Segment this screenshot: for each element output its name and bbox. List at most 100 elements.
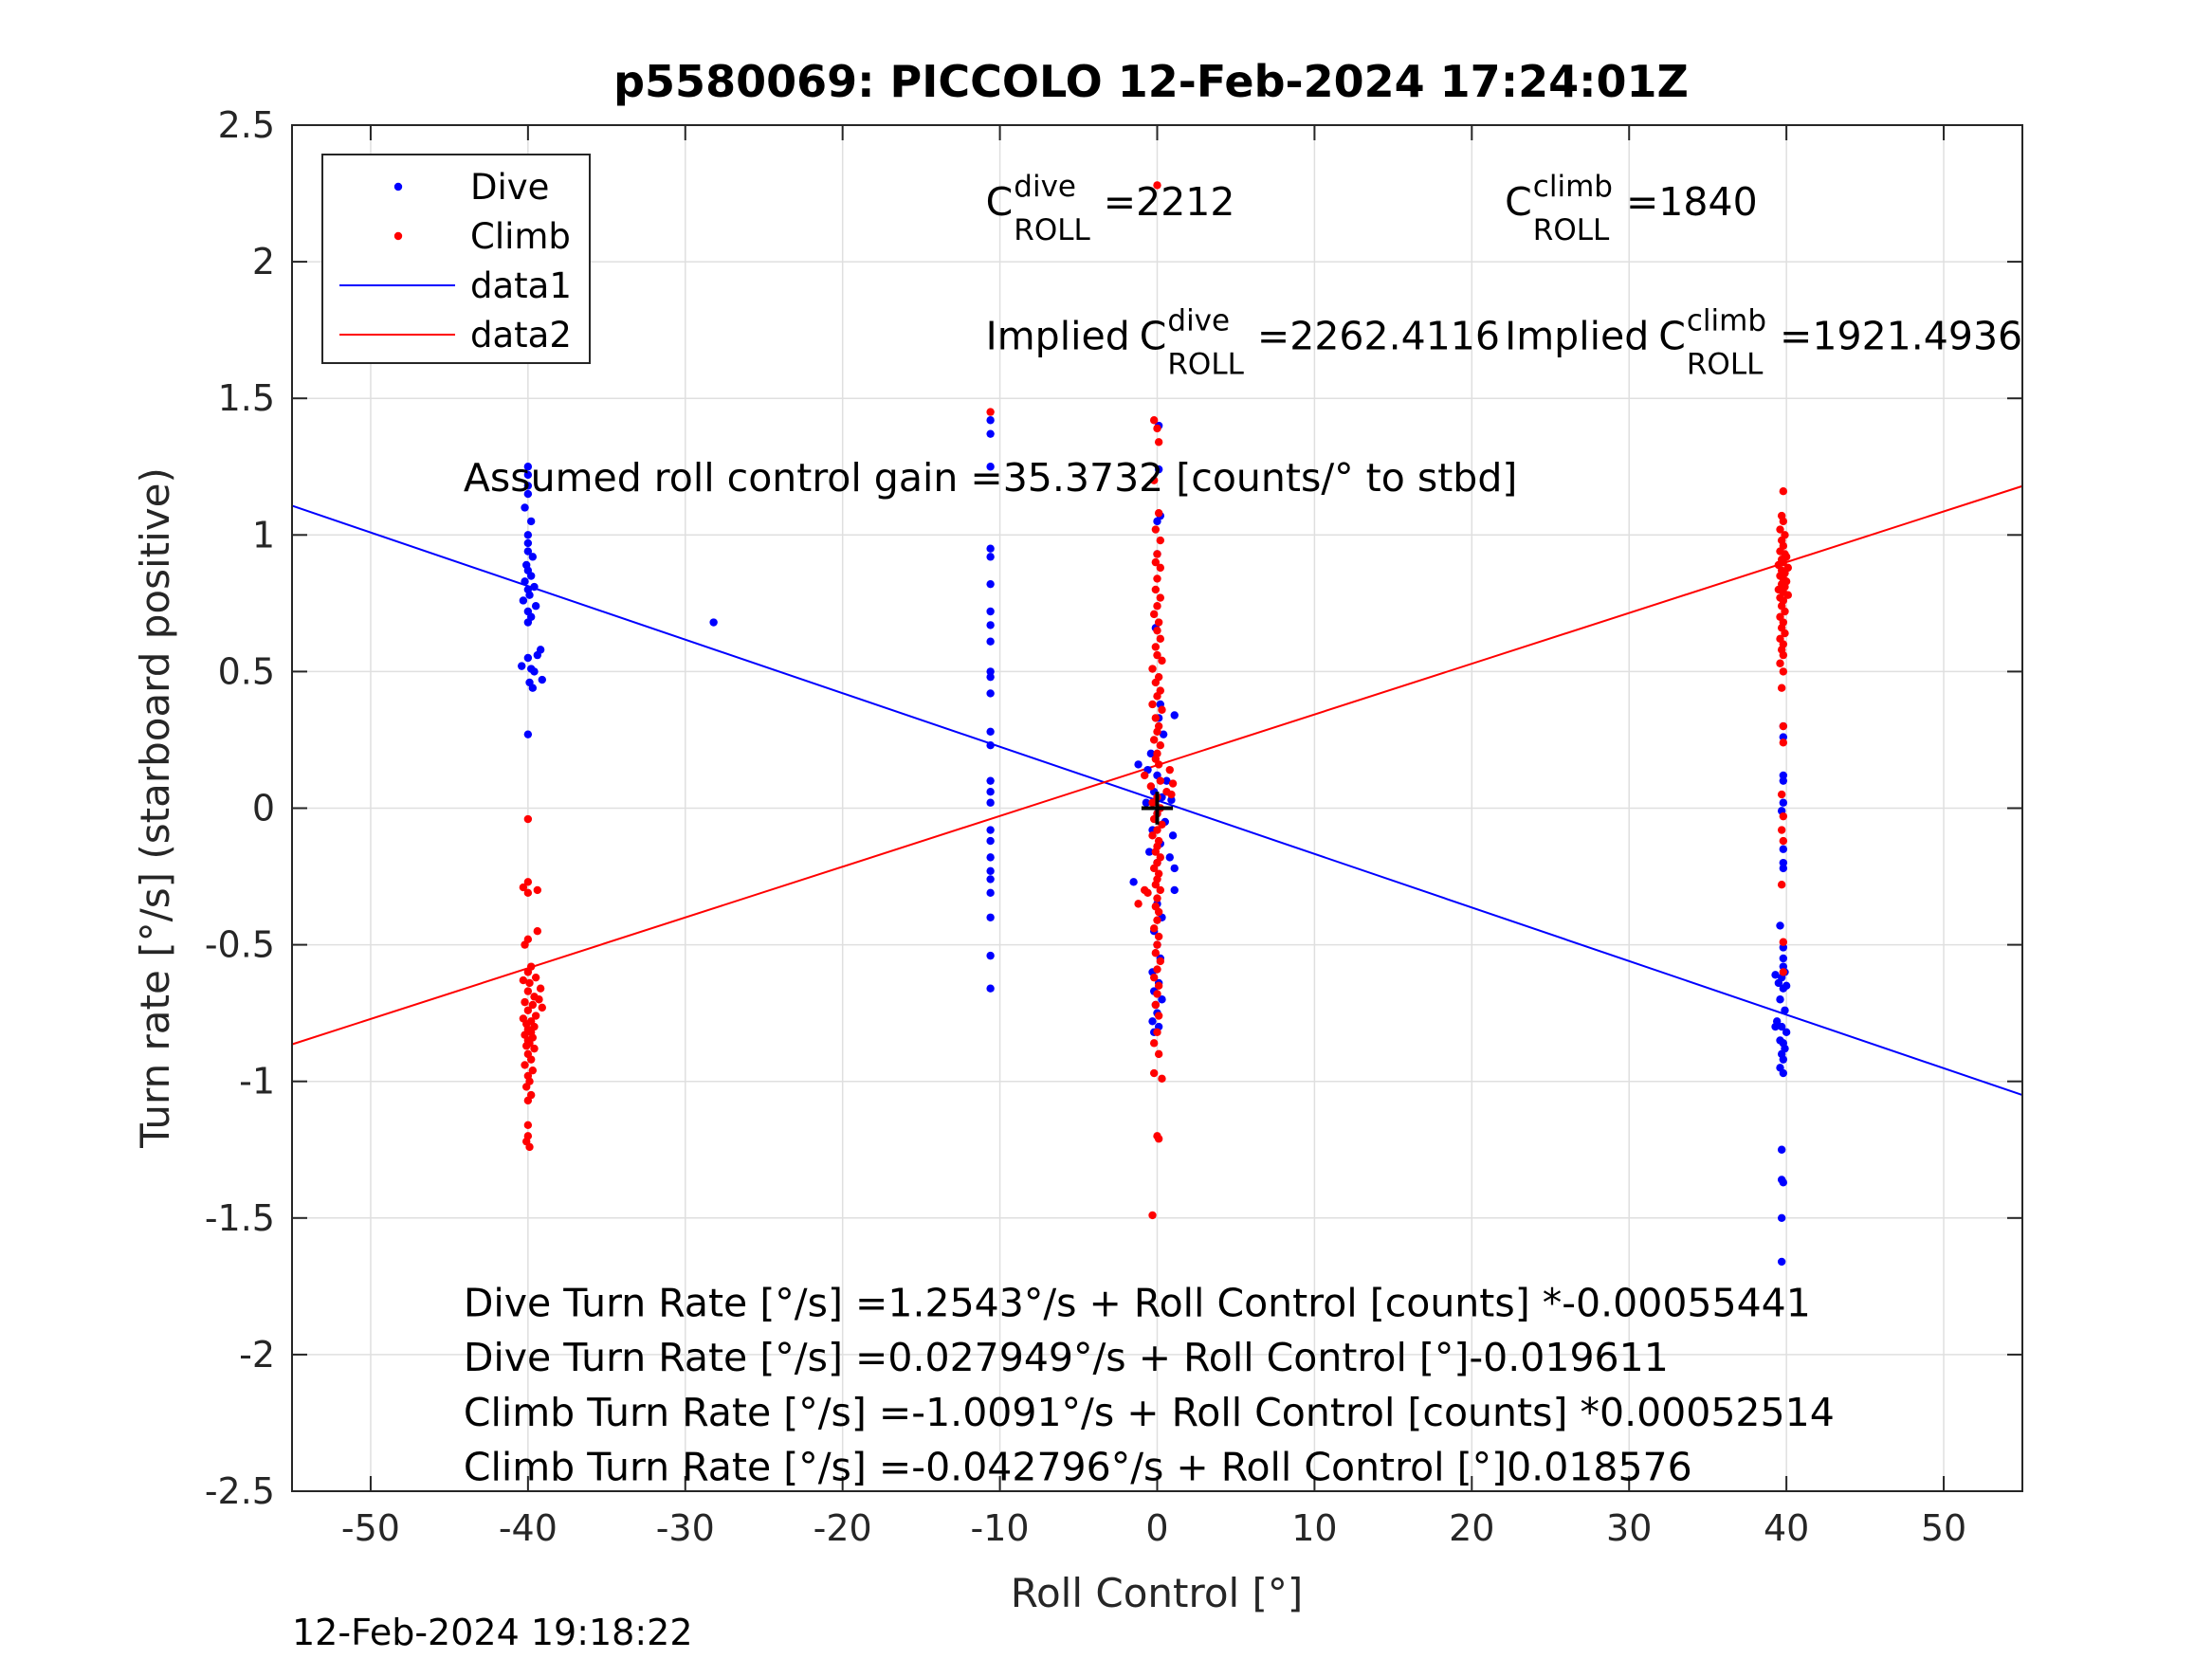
- climb-point: [1149, 1068, 1159, 1078]
- climb-point: [1148, 1211, 1157, 1220]
- y-tick-label: 1: [252, 514, 275, 556]
- annotation-base: C: [1505, 179, 1532, 225]
- dive-point: [1154, 465, 1163, 474]
- climb-point: [522, 1083, 531, 1091]
- dive-point: [1779, 943, 1788, 952]
- y-tick-label: 0: [252, 788, 275, 830]
- climb-point: [1776, 659, 1784, 667]
- dive-point: [986, 429, 995, 438]
- x-tick-label: 10: [1291, 1507, 1337, 1549]
- legend-label: data2: [470, 315, 572, 356]
- climb-point: [1153, 916, 1161, 924]
- data-points: [518, 181, 1792, 1267]
- dive-point: [1777, 1022, 1786, 1031]
- dive-point: [1776, 921, 1784, 930]
- climb-point: [1148, 665, 1157, 673]
- climb-point: [1149, 476, 1159, 484]
- climb-point: [1151, 585, 1161, 594]
- legend-label: Dive: [470, 167, 549, 208]
- x-tick-label: 0: [1145, 1507, 1168, 1549]
- climb-point: [523, 968, 533, 976]
- dive-point: [986, 553, 995, 561]
- climb-point: [1156, 957, 1165, 966]
- climb-point: [1154, 618, 1163, 627]
- dive-point: [1782, 981, 1791, 991]
- climb-point: [1151, 949, 1161, 957]
- annotation-sub: ROLL: [1167, 347, 1244, 381]
- dive-point: [1145, 848, 1154, 856]
- x-tick-label: -10: [971, 1507, 1030, 1549]
- legend-box: [321, 154, 591, 364]
- dive-point: [1779, 771, 1788, 780]
- climb-point: [1153, 424, 1161, 433]
- y-axis-label: Turn rate [°/s] (starboard positive): [132, 467, 178, 1149]
- climb-point: [1153, 1028, 1161, 1037]
- dive-point: [1153, 517, 1161, 526]
- climb-point: [1779, 517, 1788, 526]
- dive-point: [523, 489, 533, 499]
- climb-point: [1781, 629, 1789, 638]
- climb-point: [523, 1096, 533, 1105]
- climb-point: [1154, 981, 1163, 991]
- climb-point: [1779, 721, 1788, 731]
- y-tick-label: -2.5: [205, 1470, 275, 1512]
- dive-point: [1158, 995, 1166, 1004]
- climb-point: [1156, 634, 1165, 644]
- annotation-value: =1921.4936: [1780, 313, 2022, 358]
- climb-point: [531, 1012, 540, 1020]
- climb-point: [521, 940, 529, 949]
- dive-point: [986, 826, 995, 834]
- climb-point: [1143, 888, 1152, 898]
- dive-point: [528, 684, 538, 692]
- climb-point: [1149, 864, 1159, 873]
- text-eq-climb-counts: Climb Turn Rate [°/s] =-1.0091°/s + Roll…: [464, 1390, 1835, 1435]
- dive-point: [986, 463, 995, 471]
- y-tick-label: 2: [252, 241, 275, 283]
- dive-point: [986, 672, 995, 682]
- climb-point: [1154, 907, 1163, 917]
- climb-point: [1153, 965, 1161, 974]
- dive-point: [1776, 995, 1784, 1004]
- y-tick-label: -0.5: [205, 924, 275, 966]
- annotation-value: =1840: [1626, 179, 1758, 225]
- dive-point: [1774, 978, 1783, 988]
- dive-point: [523, 730, 533, 738]
- dive-point: [986, 913, 995, 921]
- climb-point: [523, 1006, 533, 1014]
- dive-point: [1134, 760, 1143, 769]
- climb-point: [1779, 938, 1788, 946]
- dive-point: [1779, 1055, 1788, 1064]
- climb-point: [1777, 880, 1786, 889]
- dive-point: [1148, 1017, 1157, 1026]
- dive-point: [986, 416, 995, 425]
- climb-point: [1777, 684, 1786, 692]
- climb-point: [523, 878, 533, 886]
- annotation-value: =2262.4116: [1257, 313, 1500, 358]
- dive-point: [531, 602, 540, 611]
- climb-point: [1151, 848, 1161, 856]
- dive-point: [986, 853, 995, 862]
- dive-point: [526, 572, 536, 580]
- annotation-base: C: [1140, 313, 1167, 358]
- dive-point: [523, 618, 533, 627]
- dive-point: [986, 798, 995, 807]
- dive-point: [1170, 885, 1179, 895]
- dive-point: [986, 637, 995, 646]
- climb-point: [1156, 563, 1165, 573]
- climb-point: [1149, 416, 1159, 425]
- x-tick-label: 40: [1764, 1507, 1809, 1549]
- climb-point: [1154, 438, 1163, 447]
- climb-point: [523, 888, 533, 898]
- climb-point: [521, 997, 529, 1007]
- climb-point: [1149, 610, 1159, 619]
- climb-point: [1153, 602, 1161, 611]
- climb-point: [1779, 667, 1788, 676]
- climb-point: [1158, 656, 1166, 665]
- climb-point: [523, 814, 533, 824]
- climb-point: [1148, 700, 1157, 709]
- climb-point: [528, 1066, 538, 1075]
